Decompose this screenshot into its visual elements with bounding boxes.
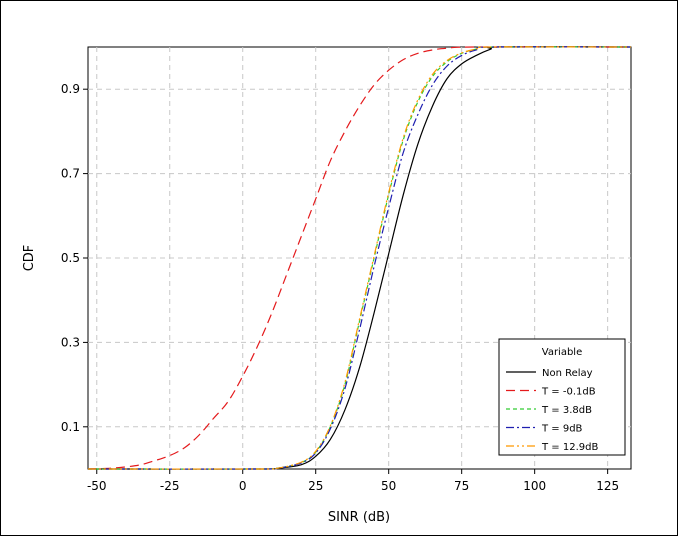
y-tick-label: 0.7	[61, 167, 80, 181]
series-line-t-12-9db	[87, 46, 632, 470]
legend-label-t-3-8db: T = 3.8dB	[541, 405, 592, 416]
x-tick-label: 50	[381, 479, 396, 493]
axes: -50 -25 0 25 50 75 100 125 0.1 0.3 0.5 0.7 0.9	[61, 82, 619, 493]
y-tick-label: 0.5	[61, 251, 80, 265]
y-tick-label: 0.1	[61, 420, 80, 434]
legend-label-t-12-9db: T = 12.9dB	[541, 442, 598, 453]
legend-items: Non Relay T = -0.1dB T = 3.8dB T = 9dB T = 1…	[506, 368, 598, 453]
y-tick-label: 0.3	[61, 335, 80, 349]
x-tick-label: 25	[308, 479, 323, 493]
legend-label-t-9db: T = 9dB	[541, 424, 583, 435]
x-axis-label: SINR (dB)	[328, 510, 390, 525]
legend-label-non-relay: Non Relay	[542, 368, 593, 379]
legend: Variable Non Relay T = -0.1dB T = 3.8dB T =…	[498, 338, 626, 456]
legend-label-t-0-1db: T = -0.1dB	[541, 387, 596, 398]
x-tick-label: 75	[454, 479, 469, 493]
legend-title: Variable	[542, 347, 583, 358]
legend-box	[498, 338, 626, 456]
grid	[88, 47, 631, 469]
x-tick-label: 0	[239, 479, 247, 493]
series-line-t-3-8db	[87, 46, 632, 470]
series-lines	[87, 46, 632, 470]
y-axis-label: CDF	[22, 245, 37, 272]
series-line-t-9db	[87, 46, 632, 470]
series-line-non-relay	[87, 46, 632, 470]
x-tick-label: -25	[160, 479, 180, 493]
x-tick-label: 100	[523, 479, 546, 493]
y-tick-label: 0.9	[61, 82, 80, 96]
x-tick-label: 125	[596, 479, 619, 493]
x-tick-label: -50	[87, 479, 107, 493]
series-line-t-0-1db	[87, 46, 632, 470]
